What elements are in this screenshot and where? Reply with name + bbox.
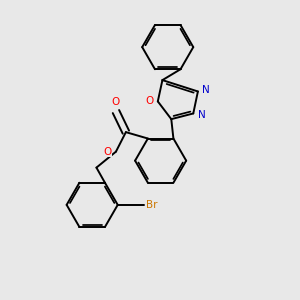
Text: N: N <box>202 85 210 95</box>
Text: O: O <box>103 147 112 157</box>
Text: O: O <box>145 96 154 106</box>
Text: Br: Br <box>146 200 158 210</box>
Text: N: N <box>197 110 205 120</box>
Text: O: O <box>112 97 120 107</box>
